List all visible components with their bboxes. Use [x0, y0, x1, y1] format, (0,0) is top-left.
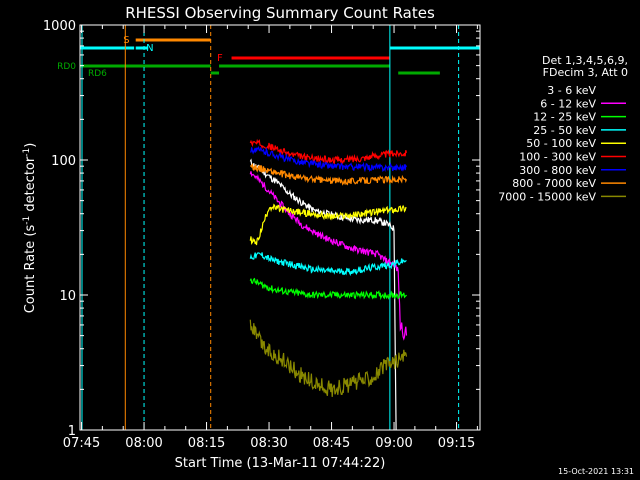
y-tick-label: 10 [59, 289, 76, 304]
x-tick-label: 08:45 [313, 436, 350, 451]
y-axis-label-part: Count Rate (s [23, 225, 38, 314]
legend: Det 1,3,4,5,6,9,FDecim 3, Att 0 3 - 6 keV… [498, 54, 628, 203]
x-tick-label: 07:45 [63, 436, 100, 451]
x-axis-label: Start Time (13-Mar-11 07:44:22) [175, 456, 386, 471]
legend-entry-label: 25 - 50 keV [533, 124, 596, 137]
legend-entry-label: 12 - 25 keV [533, 111, 596, 124]
legend-entry-label: 800 - 7000 keV [512, 177, 596, 190]
series-line-7 [249, 163, 408, 186]
legend-entry-label: 100 - 300 keV [519, 151, 596, 164]
y-tick-label: 1000 [43, 19, 76, 34]
y-axis-label-sup: -1 [22, 148, 32, 157]
legend-header: Det 1,3,4,5,6,9, [542, 54, 628, 67]
series-line-1 [249, 171, 408, 341]
y-axis-label-part: ) [23, 143, 38, 148]
series-line-4 [249, 203, 407, 246]
legend-entry-label: 3 - 6 keV [547, 84, 596, 97]
legend-entry-label: 6 - 12 keV [540, 97, 596, 110]
x-tick-label: 08:30 [250, 436, 287, 451]
series-line-3 [249, 252, 407, 277]
y-axis-label: Count Rate (s-1 detector-1) [22, 143, 38, 314]
axes: 1 10 100 1000 07:45 08:00 08:15 08:30 08:45 09:00… [43, 19, 481, 451]
chart-title: RHESSI Observing Summary Count Rates [125, 4, 435, 22]
legend-header: FDecim 3, Att 0 [543, 66, 628, 79]
series-line-8 [249, 319, 408, 397]
flare-label: F [217, 53, 223, 64]
series-line-5 [249, 138, 408, 165]
legend-entry-label: 300 - 800 keV [519, 164, 596, 177]
y-tick-label: 1 [68, 424, 76, 439]
x-tick-label: 09:00 [375, 436, 412, 451]
rd0-label: RD0 [57, 62, 76, 72]
count-rate-series [249, 138, 408, 431]
night-label: N [146, 43, 153, 54]
y-axis-label-part: detector [23, 156, 38, 216]
series-line-0 [249, 158, 397, 431]
legend-entry-label: 50 - 100 keV [526, 137, 596, 150]
y-tick-label: 100 [51, 154, 76, 169]
x-tick-label: 08:15 [188, 436, 225, 451]
footer-date: 15-Oct-2021 13:31 [558, 467, 634, 476]
series-line-2 [249, 277, 407, 301]
observing-bars: S N F RD0 RD6 [57, 25, 480, 430]
plot-frame [79, 24, 481, 431]
x-tick-label: 08:00 [125, 436, 162, 451]
series-line-6 [250, 145, 408, 173]
y-axis-label-sup: -1 [22, 216, 32, 225]
saa-label: S [123, 35, 129, 46]
legend-entry-label: 7000 - 15000 keV [498, 190, 596, 203]
x-tick-label: 09:15 [438, 436, 475, 451]
rd6-label: RD6 [88, 69, 107, 79]
